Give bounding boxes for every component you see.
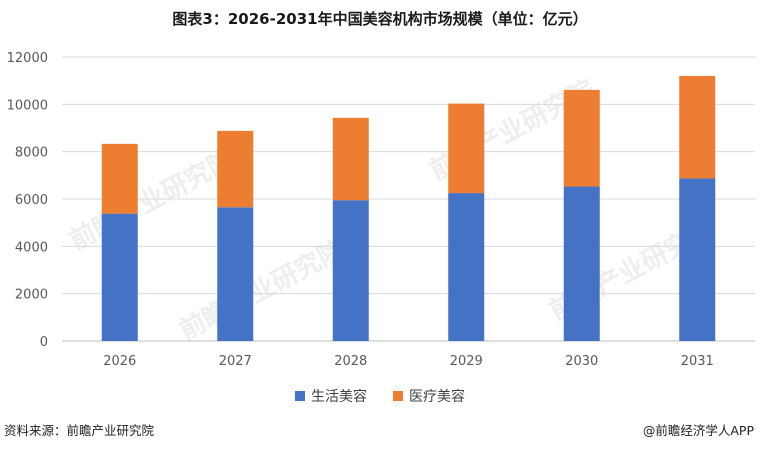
bar-life-beauty xyxy=(563,186,600,341)
bar-life-beauty xyxy=(217,207,254,341)
bar-medical-beauty xyxy=(332,117,369,201)
x-tick-label: 2027 xyxy=(219,354,252,369)
chart-legend: 生活美容 医疗美容 xyxy=(0,386,760,406)
legend-swatch-medical-beauty xyxy=(393,391,403,401)
legend-label-medical-beauty: 医疗美容 xyxy=(409,389,465,405)
legend-item-medical-beauty: 医疗美容 xyxy=(393,386,465,406)
bar-medical-beauty xyxy=(217,130,254,208)
x-tick-label: 2026 xyxy=(103,354,136,369)
bar-medical-beauty xyxy=(448,103,485,194)
bar-life-beauty xyxy=(679,178,716,341)
bar-life-beauty xyxy=(448,193,485,341)
brand-note: @前瞻经济学人APP xyxy=(642,423,754,438)
x-tick-label: 2030 xyxy=(565,354,598,369)
bar-life-beauty xyxy=(101,213,138,341)
y-tick-label: 6000 xyxy=(15,193,48,208)
bar-medical-beauty xyxy=(101,143,138,214)
bar-medical-beauty xyxy=(563,89,600,187)
y-tick-label: 12000 xyxy=(7,51,48,66)
legend-swatch-life-beauty xyxy=(295,391,305,401)
x-tick-label: 2031 xyxy=(681,354,714,369)
x-tick-label: 2029 xyxy=(450,354,483,369)
y-tick-label: 2000 xyxy=(15,288,48,303)
x-tick-label: 2028 xyxy=(334,354,367,369)
bar-medical-beauty xyxy=(679,75,716,179)
chart-title: 图表3：2026-2031年中国美容机构市场规模（单位：亿元） xyxy=(172,10,588,28)
y-tick-label: 0 xyxy=(40,335,48,350)
y-tick-label: 8000 xyxy=(15,146,48,161)
bar-life-beauty xyxy=(332,200,369,341)
y-tick-label: 4000 xyxy=(15,240,48,255)
legend-label-life-beauty: 生活美容 xyxy=(311,389,367,405)
legend-item-life-beauty: 生活美容 xyxy=(295,386,367,406)
y-tick-label: 10000 xyxy=(7,98,48,113)
source-note: 资料来源：前瞻产业研究院 xyxy=(4,423,155,438)
